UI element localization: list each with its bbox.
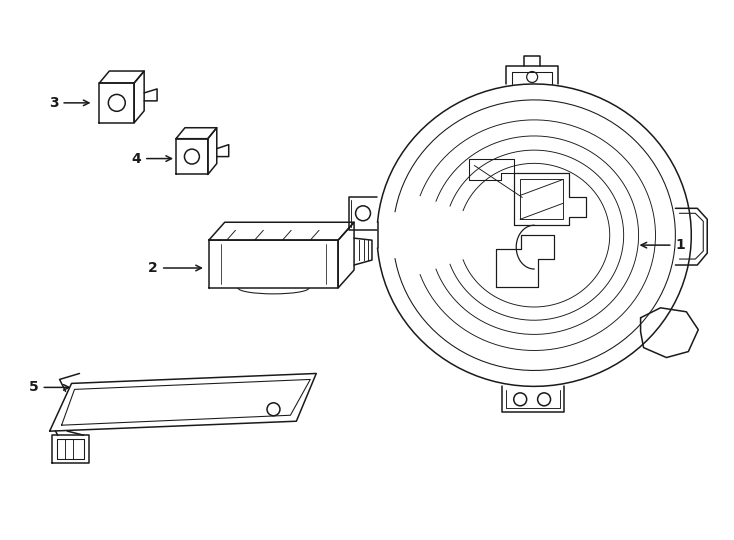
Text: 3: 3	[48, 96, 89, 110]
Text: 1: 1	[641, 238, 686, 252]
Text: 5: 5	[29, 380, 69, 394]
Text: 2: 2	[148, 261, 201, 275]
Text: 4: 4	[131, 152, 172, 166]
